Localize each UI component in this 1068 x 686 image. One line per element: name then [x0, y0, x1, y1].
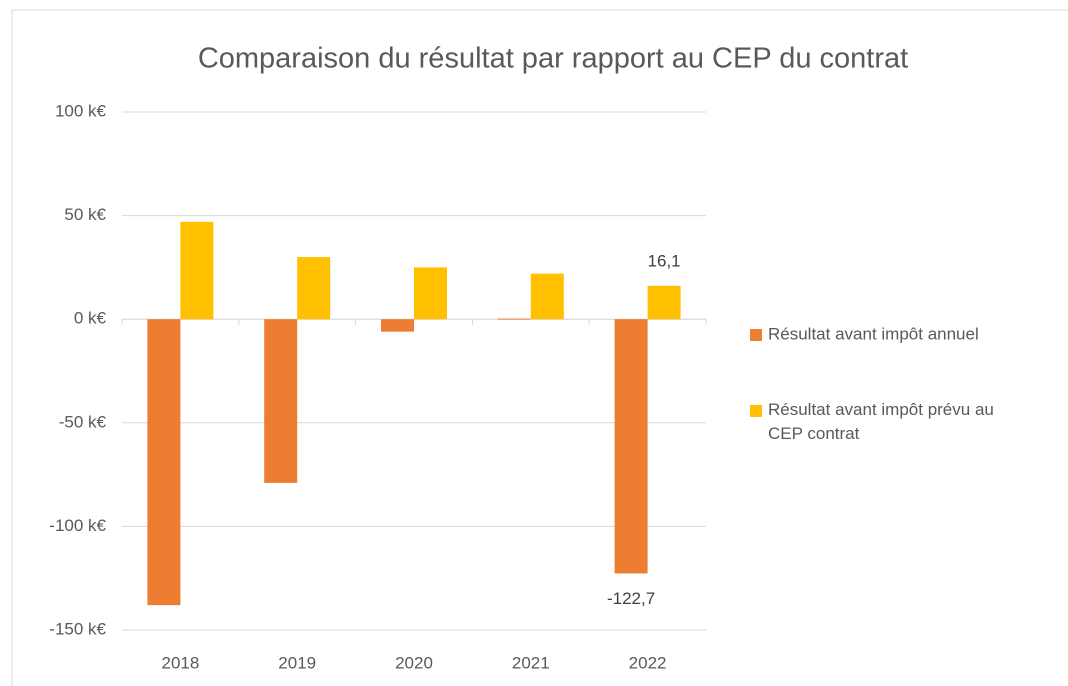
y-tick-label: 100 k€	[55, 101, 107, 120]
bar	[614, 319, 648, 574]
x-tick-label: 2022	[629, 653, 667, 672]
value-label: 16,1	[648, 251, 681, 270]
bar	[147, 319, 181, 606]
bar	[180, 221, 214, 320]
bar	[381, 319, 414, 332]
y-tick-label: 50 k€	[64, 205, 106, 224]
x-tick-label: 2020	[395, 653, 433, 672]
bar	[647, 285, 681, 320]
bar	[530, 273, 564, 320]
x-tick-label: 2018	[161, 653, 199, 672]
bar	[297, 257, 331, 320]
bar	[414, 267, 447, 320]
legend-swatch	[750, 405, 762, 417]
y-tick-label: -100 k€	[49, 516, 106, 535]
x-tick-label: 2021	[512, 653, 550, 672]
x-tick-label: 2019	[278, 653, 316, 672]
chart-frame	[11, 9, 1068, 686]
legend-label: Résultat avant impôt annuel	[768, 324, 979, 343]
y-tick-label: 0 k€	[74, 309, 107, 328]
y-tick-label: -50 k€	[59, 412, 107, 431]
chart-title: Comparaison du résultat par rapport au C…	[198, 43, 908, 75]
bar	[497, 318, 531, 320]
y-tick-label: -150 k€	[49, 619, 106, 638]
value-label: -122,7	[607, 589, 655, 608]
legend-swatch	[750, 329, 762, 341]
legend-label: Résultat avant impôt prévu au CEP contrat	[768, 400, 994, 443]
bar	[264, 319, 298, 483]
